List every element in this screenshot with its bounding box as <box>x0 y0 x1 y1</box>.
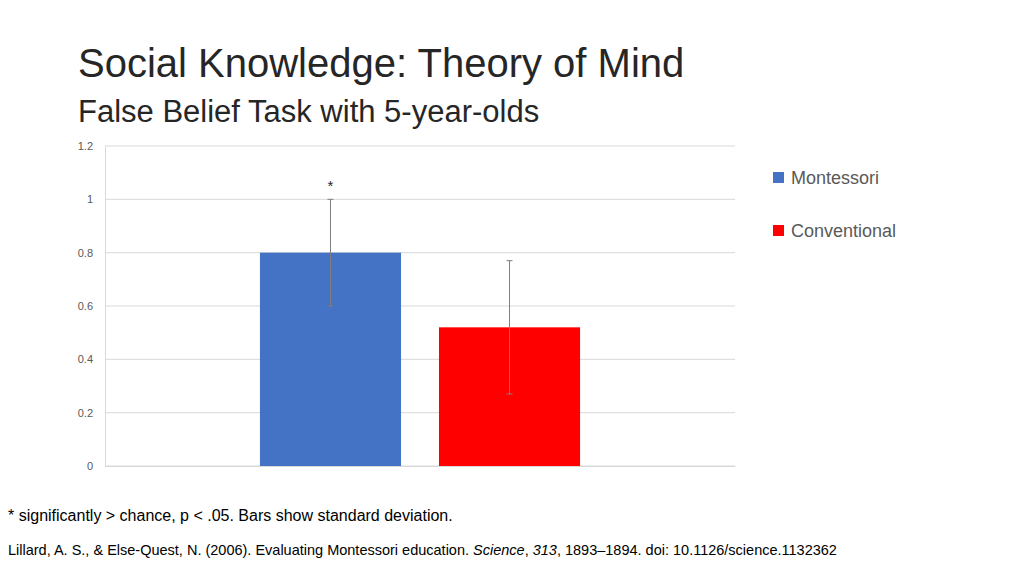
y-tick-label: 1 <box>87 193 93 205</box>
error-bar-cap <box>507 260 513 261</box>
marks <box>260 199 580 466</box>
citation-part: 313 <box>533 542 557 558</box>
y-tick: 0.8 <box>78 247 105 259</box>
legend: Montessori Conventional <box>773 168 896 241</box>
y-tick-label: 0.6 <box>78 300 93 312</box>
y-tick: 1.2 <box>78 140 105 152</box>
chart: Social Knowledge: Theory of Mind False Be… <box>0 0 1024 576</box>
citation-part: Science <box>473 542 525 558</box>
x-axis <box>106 466 736 468</box>
grid-line <box>105 306 735 307</box>
legend-label: Montessori <box>791 168 879 188</box>
error-bar-cap <box>327 199 333 200</box>
grid-line <box>105 199 735 200</box>
citation-part: , 1893–1894. doi: 10.1126/science.113236… <box>557 542 837 558</box>
y-tick-label: 0.2 <box>78 407 93 419</box>
series <box>260 199 401 466</box>
y-tick-label: 0.4 <box>78 353 93 365</box>
legend-swatch <box>773 225 784 236</box>
y-tick: 0 <box>87 460 105 472</box>
y-tick: 0.6 <box>78 300 105 312</box>
y-tick-label: 0.8 <box>78 247 93 259</box>
y-tick: 1 <box>87 193 105 205</box>
grid-line <box>105 252 735 253</box>
subtitle: False Belief Task with 5-year-olds <box>78 94 539 129</box>
y-axis: 0 0.2 0.4 0.6 0.8 1 1.2 <box>78 140 106 472</box>
footnote: * significantly > chance, p < .05. Bars … <box>8 507 453 524</box>
error-bar <box>507 261 513 394</box>
grid-line <box>105 146 735 147</box>
error-bar-line <box>330 199 331 306</box>
annotation: * <box>328 177 334 194</box>
citation-part: Lillard, A. S., & Else-Quest, N. (2006).… <box>8 542 473 558</box>
y-tick: 0.4 <box>78 353 105 365</box>
legend-label: Conventional <box>791 221 896 241</box>
error-bar <box>327 199 333 306</box>
grid-line <box>105 466 735 467</box>
x-axis-line <box>106 466 736 467</box>
citation-part: , <box>525 542 533 558</box>
error-bar-cap <box>507 394 513 395</box>
y-tick-label: 1.2 <box>78 140 93 152</box>
error-bar-line <box>509 261 510 394</box>
title: Social Knowledge: Theory of Mind <box>78 41 684 85</box>
citation: Lillard, A. S., & Else-Quest, N. (2006).… <box>8 542 837 558</box>
y-axis-line <box>105 147 106 467</box>
grid-line <box>105 359 735 360</box>
grid-line <box>105 412 735 413</box>
grid <box>105 146 735 466</box>
error-bar-cap <box>327 306 333 307</box>
legend-swatch <box>773 172 784 183</box>
series <box>439 261 580 466</box>
y-tick: 0.2 <box>78 407 105 419</box>
y-tick-label: 0 <box>87 460 93 472</box>
